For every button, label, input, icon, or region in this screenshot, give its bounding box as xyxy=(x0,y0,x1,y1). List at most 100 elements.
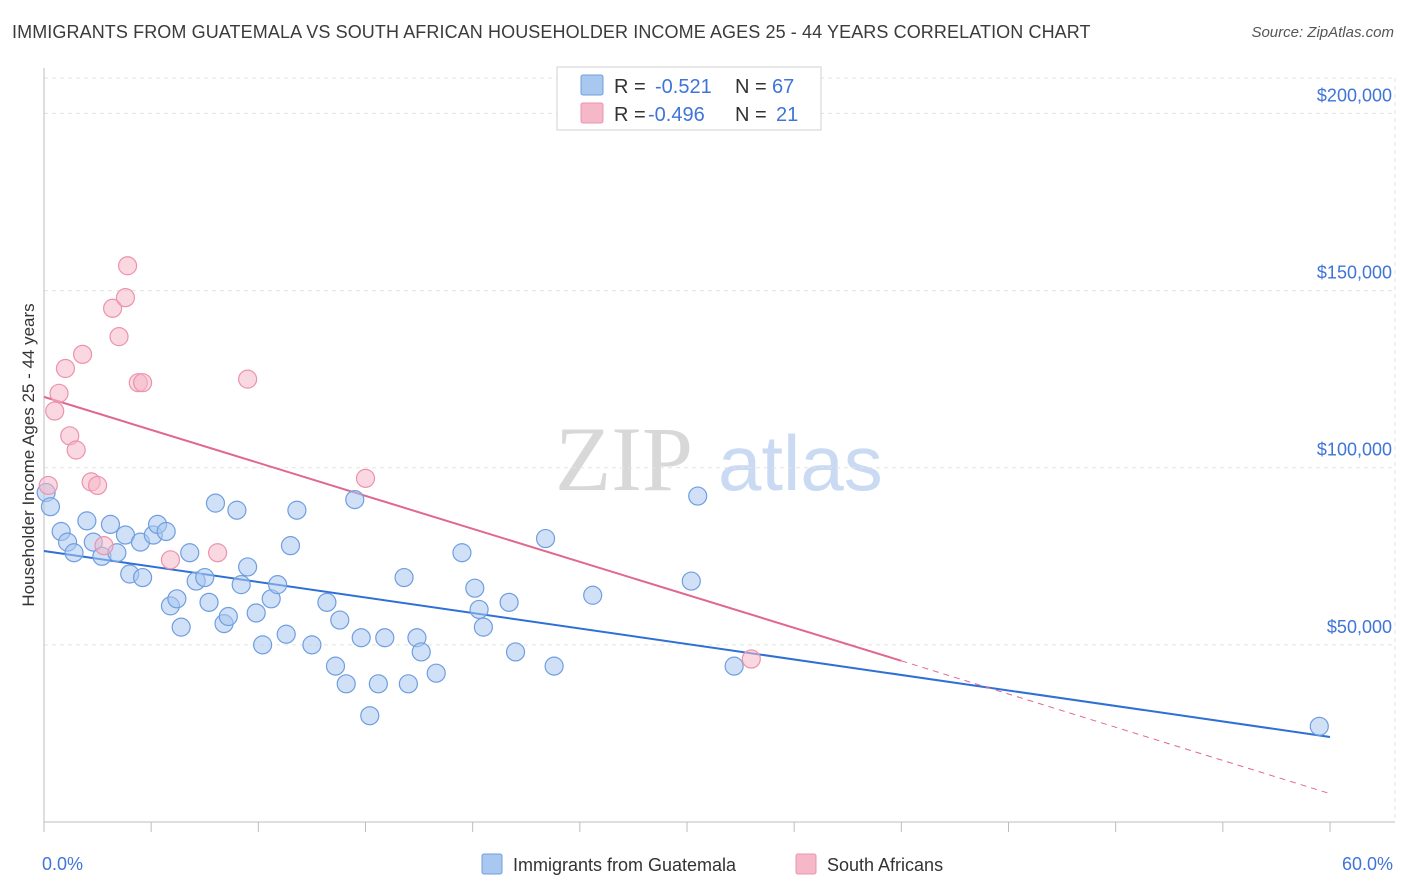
correlation-legend: R = -0.521 N = 67 R = -0.496 N = 21 xyxy=(556,66,822,131)
series-legend-swatch-blue xyxy=(481,853,503,875)
x-tick-label: 60.0% xyxy=(1342,854,1393,874)
series-legend: Immigrants from Guatemala South Africans xyxy=(481,853,943,875)
legend-r-label-blue: R = xyxy=(614,76,646,98)
trend-lines xyxy=(43,395,1331,795)
point-guatemala xyxy=(351,628,371,648)
point-guatemala xyxy=(375,628,395,648)
point-guatemala xyxy=(473,617,493,637)
legend-n-label-blue: N = xyxy=(735,76,767,98)
point-guatemala xyxy=(253,635,273,655)
point-guatemala xyxy=(535,528,556,549)
point-south-africans xyxy=(38,475,58,496)
point-guatemala xyxy=(167,589,187,609)
chart-title: IMMIGRANTS FROM GUATEMALA VS SOUTH AFRIC… xyxy=(12,22,1091,42)
legend-r-label-pink: R = xyxy=(614,104,646,126)
point-guatemala xyxy=(246,603,266,623)
point-south-africans xyxy=(72,344,93,364)
y-tick-label: $100,000 xyxy=(1317,440,1392,460)
point-guatemala xyxy=(336,674,356,694)
point-guatemala xyxy=(368,674,388,694)
trend-line-south-africans-extrapolated xyxy=(901,660,1331,795)
legend-n-label-pink: N = xyxy=(735,104,767,126)
legend-swatch-blue xyxy=(580,74,604,96)
axes xyxy=(43,68,1395,832)
y-tick-label: $200,000 xyxy=(1317,85,1392,105)
point-guatemala xyxy=(40,497,61,517)
source-credit: Source: ZipAtlas.com xyxy=(1251,24,1394,41)
watermark-zip: ZIP xyxy=(555,408,693,510)
series-legend-label-blue: Immigrants from Guatemala xyxy=(513,855,737,875)
point-south-africans xyxy=(87,475,108,496)
point-guatemala xyxy=(302,635,322,655)
point-south-africans xyxy=(55,358,76,379)
point-guatemala xyxy=(287,500,307,520)
point-south-africans xyxy=(117,256,138,276)
point-south-africans xyxy=(49,383,69,403)
point-guatemala xyxy=(1309,716,1329,736)
y-tick-label: $150,000 xyxy=(1317,263,1392,283)
point-guatemala xyxy=(394,567,414,588)
x-tick-labels: 0.0% 60.0% xyxy=(42,854,1393,874)
point-guatemala xyxy=(688,486,708,506)
point-guatemala xyxy=(426,663,446,683)
series-legend-swatch-pink xyxy=(795,853,817,875)
point-guatemala xyxy=(398,674,418,694)
point-guatemala xyxy=(77,511,97,531)
point-guatemala xyxy=(171,617,191,637)
point-guatemala xyxy=(100,514,121,535)
point-guatemala xyxy=(411,642,431,662)
point-guatemala xyxy=(132,567,153,588)
point-guatemala xyxy=(465,578,485,598)
point-guatemala xyxy=(199,592,219,612)
point-guatemala xyxy=(452,543,472,563)
trend-line-south-africans xyxy=(43,395,902,662)
watermark-atlas: atlas xyxy=(718,419,883,507)
point-guatemala xyxy=(583,585,603,605)
point-south-africans xyxy=(160,550,181,570)
point-guatemala xyxy=(218,606,238,627)
point-guatemala xyxy=(544,656,564,676)
point-guatemala xyxy=(280,536,301,556)
data-points xyxy=(36,256,1329,736)
point-south-africans xyxy=(355,468,376,488)
point-guatemala xyxy=(238,557,258,577)
point-guatemala xyxy=(195,567,215,588)
point-guatemala xyxy=(469,599,489,620)
point-south-africans xyxy=(109,327,129,347)
x-tick-label: 0.0% xyxy=(42,854,83,874)
point-south-africans xyxy=(94,536,114,556)
point-guatemala xyxy=(276,624,296,644)
legend-n-value-blue: 67 xyxy=(772,76,794,98)
legend-r-value-blue: -0.521 xyxy=(655,76,712,98)
point-guatemala xyxy=(180,543,200,563)
y-tick-labels: $50,000 $100,000 $150,000 $200,000 xyxy=(1317,85,1392,636)
trend-line-guatemala xyxy=(43,549,1331,738)
point-guatemala xyxy=(681,571,701,591)
point-guatemala xyxy=(317,592,337,612)
y-axis-label: Householder Income Ages 25 - 44 years xyxy=(19,303,38,606)
point-south-africans xyxy=(102,298,123,318)
point-guatemala xyxy=(268,575,288,595)
point-south-africans xyxy=(115,288,136,308)
series-legend-label-pink: South Africans xyxy=(827,855,943,875)
point-guatemala xyxy=(205,493,226,513)
point-guatemala xyxy=(325,656,346,676)
point-guatemala xyxy=(231,575,251,595)
point-guatemala xyxy=(505,642,526,662)
point-south-africans xyxy=(132,373,153,393)
legend-r-value-pink: -0.496 xyxy=(648,104,705,126)
point-guatemala xyxy=(227,500,247,520)
y-tick-label: $50,000 xyxy=(1327,617,1392,637)
point-guatemala xyxy=(156,521,176,542)
point-south-africans xyxy=(741,649,761,669)
point-guatemala xyxy=(724,656,744,676)
point-guatemala xyxy=(499,592,519,612)
point-south-africans xyxy=(45,401,65,421)
point-guatemala xyxy=(360,706,380,726)
point-south-africans xyxy=(66,440,86,460)
point-guatemala xyxy=(330,610,350,630)
legend-n-value-pink: 21 xyxy=(776,104,798,126)
legend-swatch-pink xyxy=(580,102,604,124)
point-guatemala xyxy=(345,490,365,510)
